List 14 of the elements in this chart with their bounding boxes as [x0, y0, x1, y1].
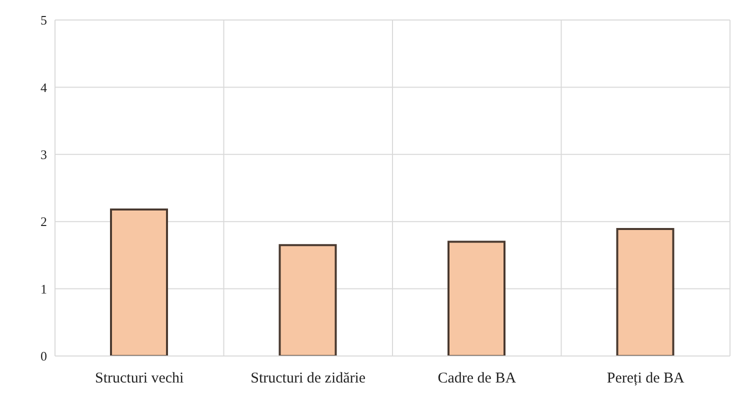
y-tick-label: 2	[40, 214, 47, 230]
bar	[448, 240, 506, 356]
bar	[278, 244, 337, 356]
bar	[616, 228, 674, 356]
y-tick-label: 0	[40, 348, 47, 364]
x-tick-label: Structuri de zidărie	[250, 370, 366, 387]
x-tick-label: Structuri vechi	[95, 370, 184, 387]
bar	[110, 208, 168, 356]
x-tick-label: Cadre de BA	[438, 370, 516, 387]
x-tick-label: Pereți de BA	[606, 370, 685, 387]
y-tick-label: 3	[40, 147, 47, 162]
y-tick-label: 1	[40, 281, 47, 296]
y-tick-label: 4	[40, 80, 48, 95]
y-tick-label: 5	[40, 12, 47, 28]
